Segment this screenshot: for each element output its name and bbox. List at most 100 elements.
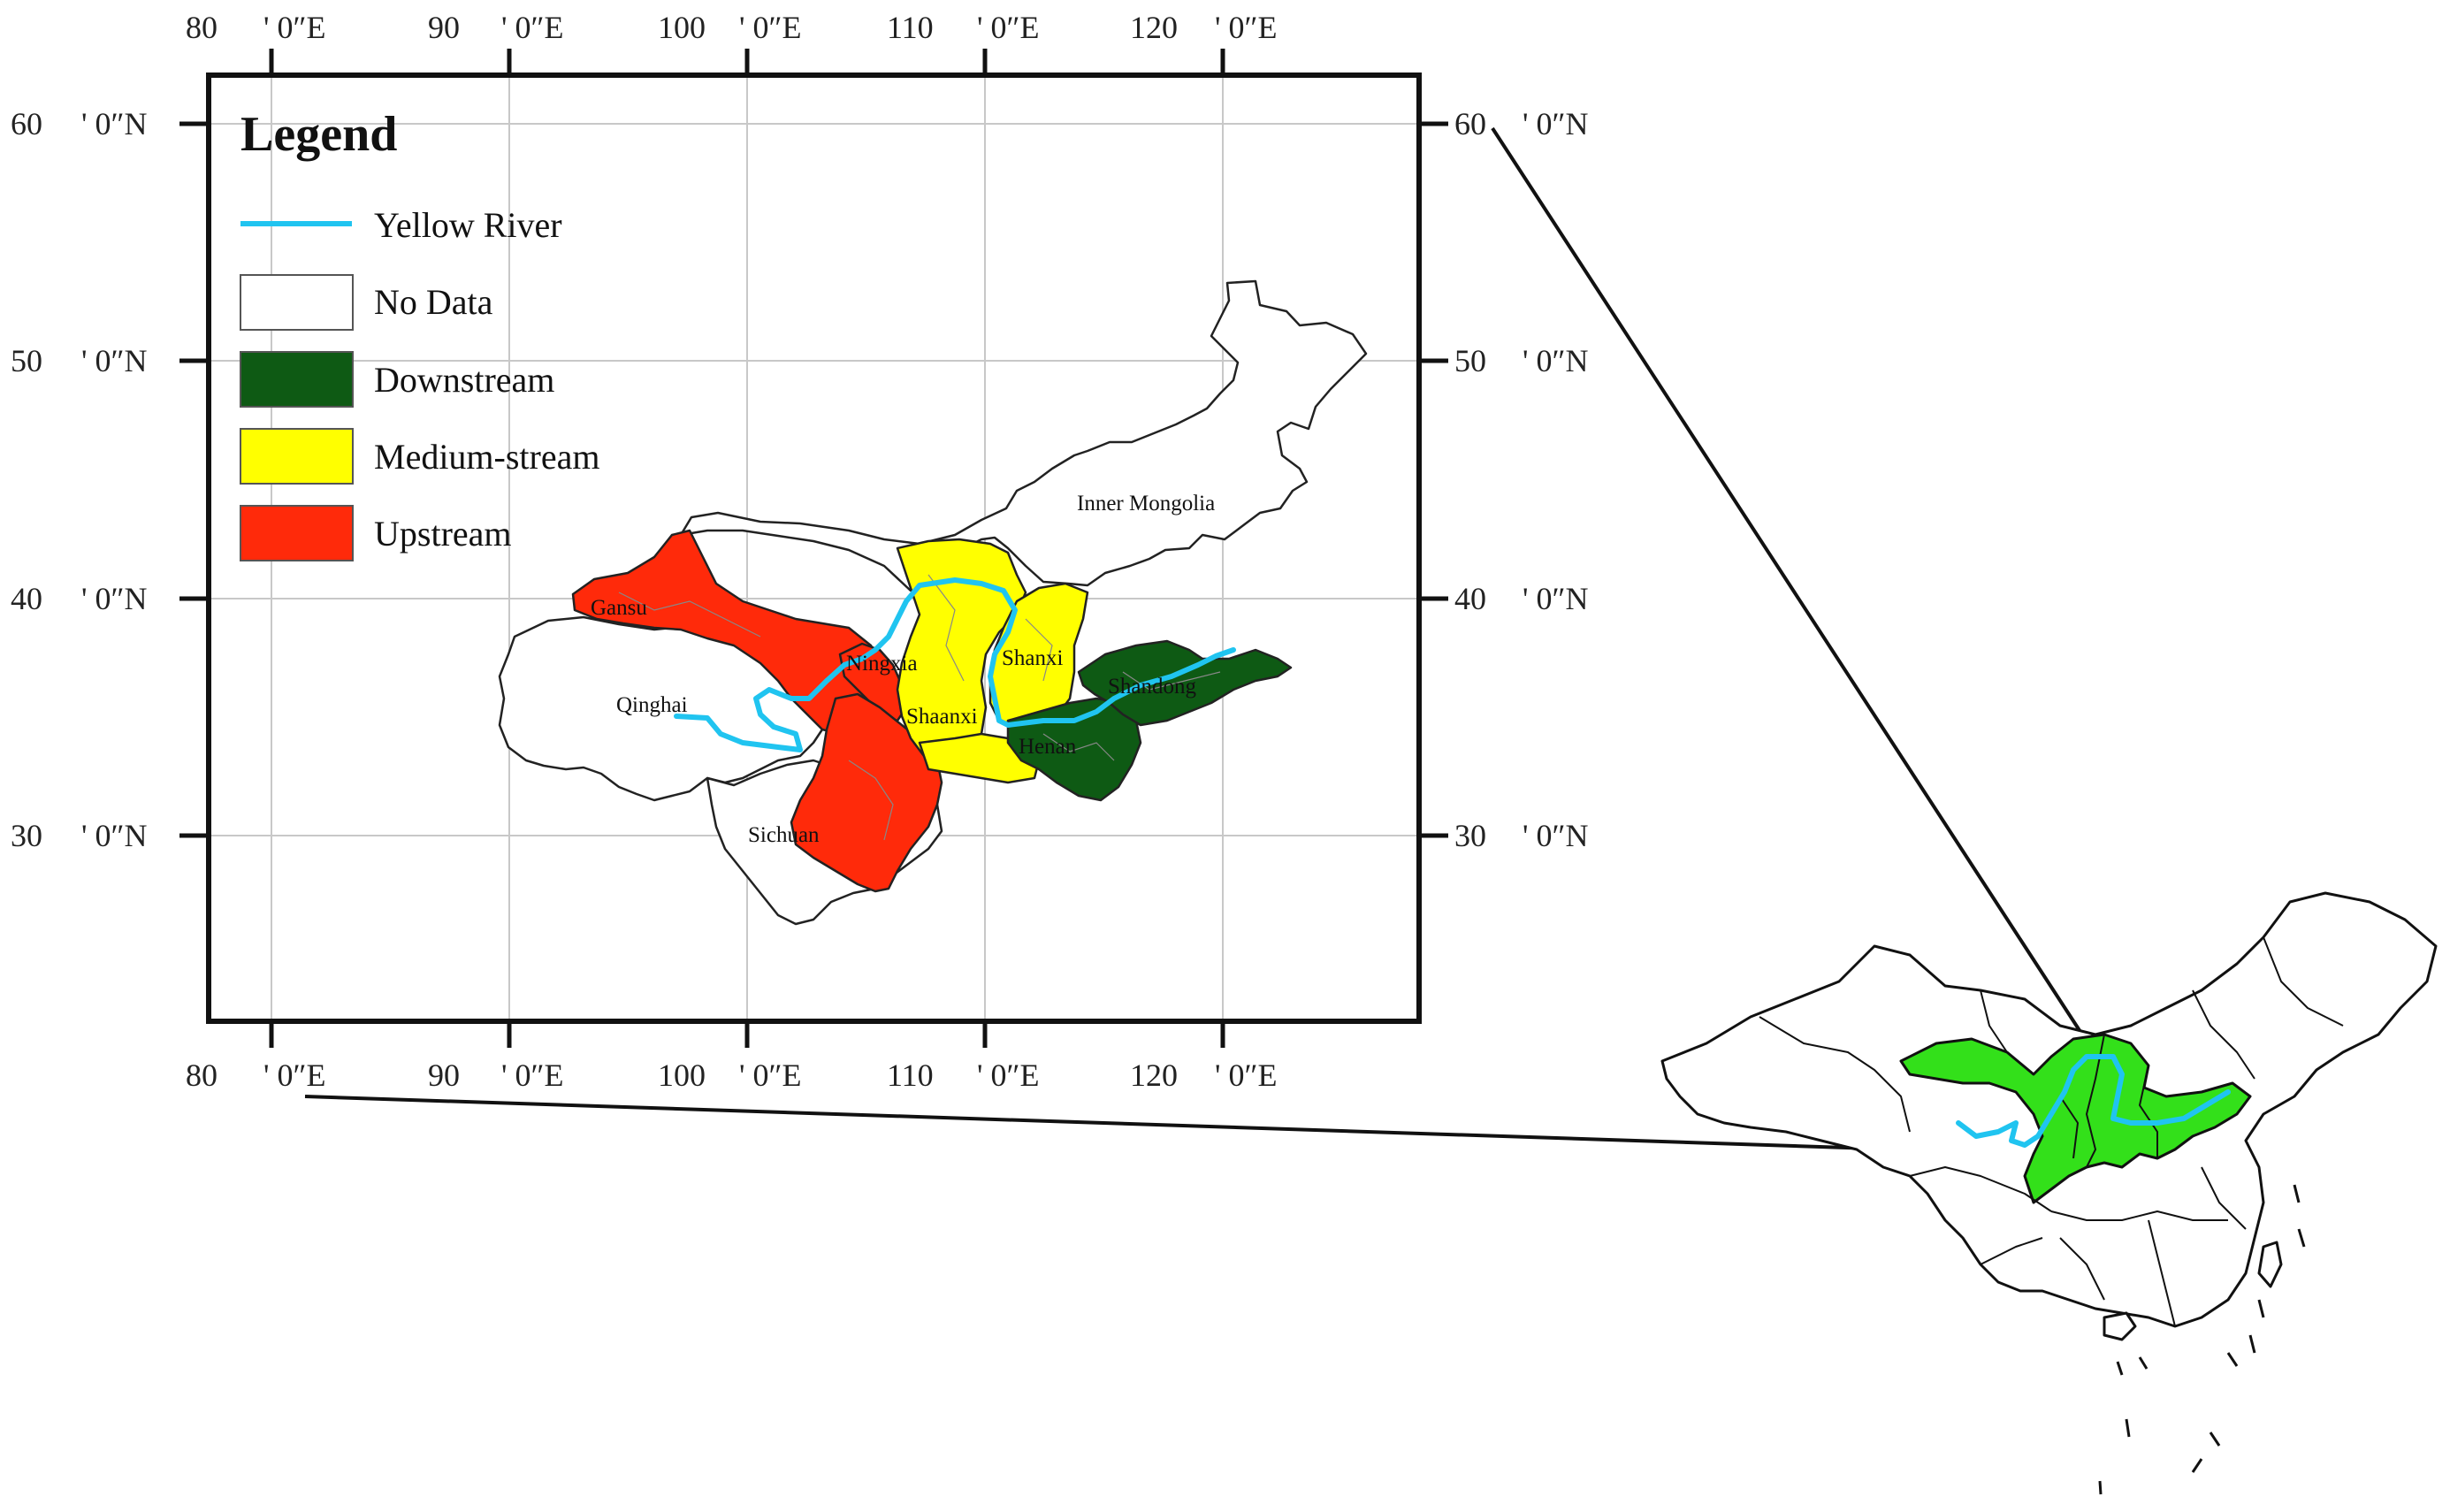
top-lon-suffix-110: ' 0″E bbox=[977, 10, 1039, 45]
inset-border bbox=[2086, 1034, 2105, 1168]
right-lat-labels: 60 ' 0″N 50 ' 0″N 40 ' 0″N 30 ' 0″N bbox=[1454, 106, 1588, 853]
bottom-lon-suffix-100: ' 0″E bbox=[739, 1058, 801, 1093]
left-lat-50: 50 bbox=[11, 343, 42, 378]
right-lat-40: 40 bbox=[1454, 581, 1486, 616]
legend-label-nodata: No Data bbox=[374, 282, 493, 322]
map-frame bbox=[206, 73, 1422, 1024]
dash bbox=[2257, 1299, 2265, 1318]
county-border bbox=[927, 574, 965, 682]
bottom-lon-90: 90 bbox=[428, 1058, 460, 1093]
dash bbox=[2248, 1334, 2256, 1354]
right-lat-suffix-40: ' 0″N bbox=[1523, 581, 1588, 616]
label-henan: Henan bbox=[1019, 735, 1077, 759]
inset-border bbox=[2050, 1210, 2228, 1221]
left-lat-60: 60 bbox=[11, 106, 42, 141]
legend-swatch-nodata bbox=[240, 274, 354, 331]
inset-border bbox=[2148, 1219, 2176, 1327]
inset-taiwan bbox=[2257, 1241, 2283, 1288]
dash bbox=[2297, 1228, 2306, 1248]
inset-south-sea-dashes bbox=[2098, 1184, 2306, 1495]
left-lat-suffix-50: ' 0″N bbox=[81, 343, 147, 378]
top-lon-labels: 80 ' 0″E 90 ' 0″E 100 ' 0″E 110 ' 0″E 12… bbox=[186, 10, 1277, 45]
right-lat-suffix-30: ' 0″N bbox=[1523, 818, 1588, 853]
county-border bbox=[618, 592, 761, 638]
province-shapes bbox=[498, 279, 1368, 926]
left-lat-40: 40 bbox=[11, 581, 42, 616]
inset-hainan bbox=[2103, 1311, 2137, 1341]
china-inset-map bbox=[1660, 891, 2438, 1495]
bottom-lon-suffix-80: ' 0″E bbox=[263, 1058, 325, 1093]
legend-swatch-upstream bbox=[240, 505, 354, 561]
inset-border bbox=[2139, 1065, 2158, 1158]
bottom-lon-suffix-120: ' 0″E bbox=[1215, 1058, 1277, 1093]
inset-border bbox=[2263, 936, 2344, 1027]
right-lat-60: 60 bbox=[1454, 106, 1486, 141]
top-lon-90: 90 bbox=[428, 10, 460, 45]
county-borders bbox=[618, 574, 1221, 841]
dash bbox=[2293, 1184, 2301, 1203]
right-lat-suffix-50: ' 0″N bbox=[1523, 343, 1588, 378]
left-lat-suffix-30: ' 0″N bbox=[81, 818, 147, 853]
top-lon-suffix-120: ' 0″E bbox=[1215, 10, 1277, 45]
top-lon-suffix-80: ' 0″E bbox=[263, 10, 325, 45]
legend-swatch-downstream bbox=[240, 351, 354, 408]
connector-bottom bbox=[304, 1095, 2034, 1156]
province-shandong bbox=[1077, 639, 1293, 727]
dash bbox=[2209, 1432, 2221, 1447]
legend-label-upstream: Upstream bbox=[374, 514, 512, 554]
legend-label-medium: Medium-stream bbox=[374, 437, 600, 477]
dash bbox=[2191, 1458, 2203, 1473]
dash bbox=[2098, 1480, 2103, 1495]
top-lon-120: 120 bbox=[1130, 10, 1178, 45]
top-lon-80: 80 bbox=[186, 10, 218, 45]
bottom-lon-100: 100 bbox=[658, 1058, 706, 1093]
bottom-lon-suffix-110: ' 0″E bbox=[977, 1058, 1039, 1093]
bottom-lon-labels: 80 ' 0″E 90 ' 0″E 100 ' 0″E 110 ' 0″E 12… bbox=[186, 1058, 1277, 1093]
inset-border bbox=[1980, 989, 2008, 1053]
province-labels: Inner Mongolia Gansu Qinghai Ningxia Sha… bbox=[591, 492, 1215, 847]
dash bbox=[2138, 1356, 2149, 1370]
left-lat-suffix-60: ' 0″N bbox=[81, 106, 147, 141]
label-shandong: Shandong bbox=[1108, 675, 1197, 699]
province-henan bbox=[1006, 697, 1142, 802]
right-lat-30: 30 bbox=[1454, 818, 1486, 853]
inset-border bbox=[2059, 1237, 2105, 1301]
label-shanxi: Shanxi bbox=[1002, 646, 1064, 670]
county-border bbox=[848, 760, 894, 841]
legend-label-downstream: Downstream bbox=[374, 360, 554, 400]
county-border bbox=[1042, 733, 1115, 761]
dash bbox=[2116, 1361, 2124, 1376]
bottom-lon-120: 120 bbox=[1130, 1058, 1178, 1093]
inset-border bbox=[1909, 1166, 2052, 1212]
inset-border bbox=[1759, 1016, 1911, 1133]
bottom-lon-suffix-90: ' 0″E bbox=[501, 1058, 563, 1093]
legend-swatch-medium bbox=[240, 428, 354, 485]
main-map: Inner Mongolia Gansu Qinghai Ningxia Sha… bbox=[11, 10, 1588, 1093]
legend-title: Legend bbox=[240, 107, 397, 162]
dash bbox=[2125, 1418, 2131, 1438]
inset-border bbox=[2059, 1096, 2079, 1159]
province-inner-mongolia bbox=[679, 279, 1368, 592]
dash bbox=[2226, 1352, 2239, 1367]
legend-label-river: Yellow River bbox=[374, 205, 562, 245]
legend: Legend Yellow River No Data Downstream M… bbox=[240, 107, 600, 561]
inset-border bbox=[2201, 1166, 2247, 1230]
label-qinghai: Qinghai bbox=[616, 693, 688, 717]
right-lat-50: 50 bbox=[1454, 343, 1486, 378]
connector-lines bbox=[304, 126, 2084, 1156]
label-ningxia: Ningxia bbox=[846, 652, 918, 676]
inset-border bbox=[1980, 1237, 2043, 1265]
top-lon-suffix-90: ' 0″E bbox=[501, 10, 563, 45]
label-gansu: Gansu bbox=[591, 596, 647, 620]
top-lon-suffix-100: ' 0″E bbox=[739, 10, 801, 45]
bottom-lon-110: 110 bbox=[887, 1058, 934, 1093]
inset-yellow-river bbox=[1956, 1054, 2231, 1148]
left-lat-30: 30 bbox=[11, 818, 42, 853]
inset-province-borders bbox=[1759, 936, 2344, 1327]
province-shaanxi bbox=[896, 538, 1027, 762]
bottom-lon-80: 80 bbox=[186, 1058, 218, 1093]
label-inner-mongolia: Inner Mongolia bbox=[1077, 492, 1215, 515]
left-lat-suffix-40: ' 0″N bbox=[81, 581, 147, 616]
ticks bbox=[179, 49, 1448, 1048]
